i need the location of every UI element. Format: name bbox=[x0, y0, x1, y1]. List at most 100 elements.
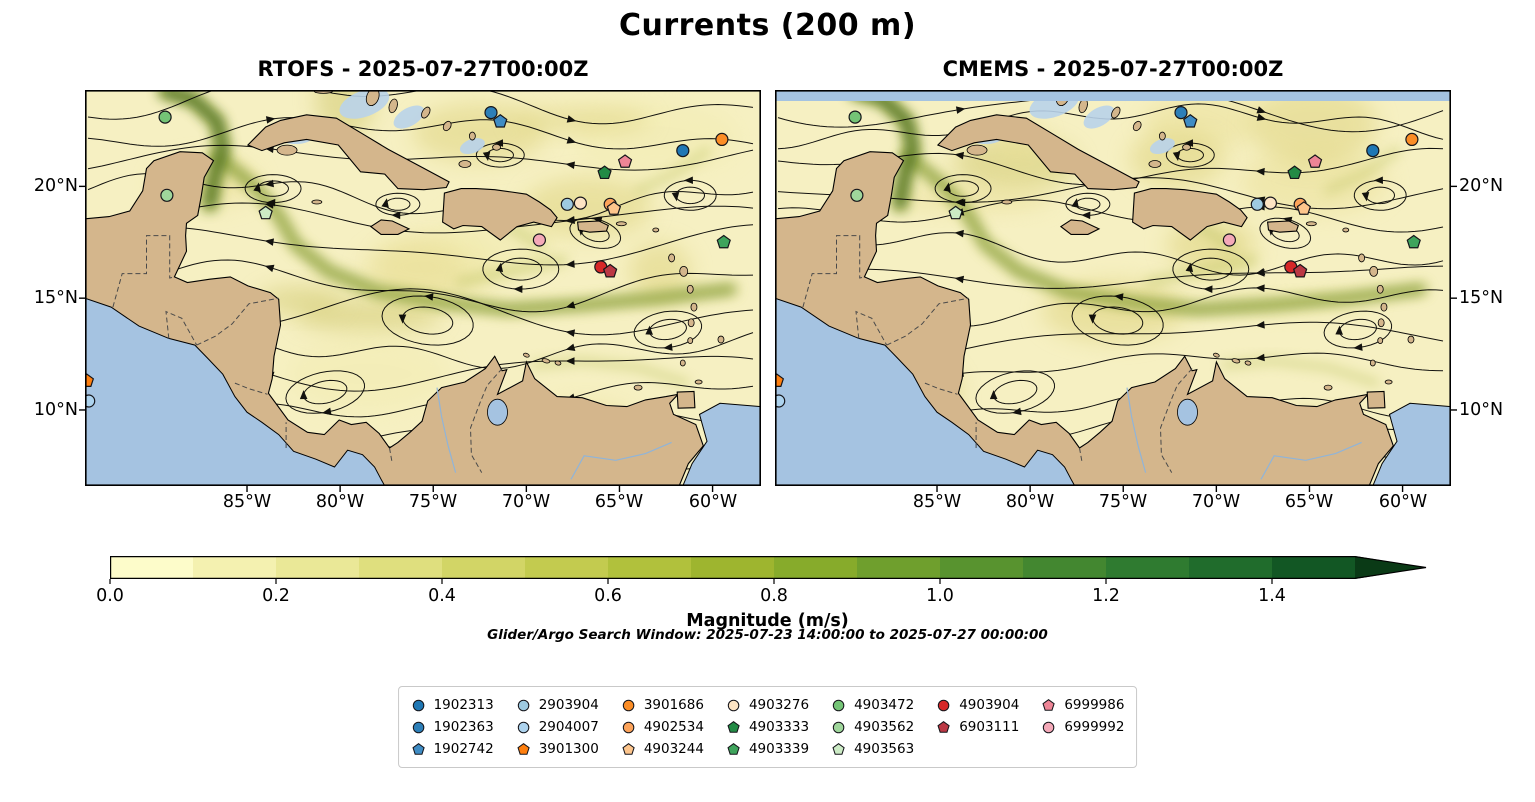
float-marker-4903472 bbox=[848, 110, 862, 124]
legend-entry: 4903563 bbox=[831, 739, 914, 759]
float-circle-marker-icon bbox=[937, 699, 950, 711]
float-marker-6999986 bbox=[617, 154, 633, 168]
legend-entry: 4903276 bbox=[726, 695, 809, 715]
float-circle-marker-icon bbox=[727, 699, 740, 711]
legend-entry-label: 1902742 bbox=[433, 741, 494, 757]
float-circle-marker-icon bbox=[412, 721, 424, 733]
float-marker-4903472 bbox=[158, 110, 172, 124]
x-tick-label: 65°W bbox=[1284, 492, 1334, 512]
legend-entry-label: 4903339 bbox=[748, 741, 810, 757]
legend-entry: 6903111 bbox=[936, 717, 1019, 737]
legend-entry-label: 4903276 bbox=[748, 697, 810, 713]
float-marker-6903111 bbox=[1292, 263, 1308, 278]
y-tick-label: 20°N bbox=[1459, 176, 1504, 196]
y-tick-label: 15°N bbox=[1459, 288, 1504, 308]
float-marker-4903244 bbox=[1296, 201, 1312, 215]
float-circle-marker-icon bbox=[517, 721, 529, 733]
float-marker-3901686 bbox=[1405, 132, 1419, 147]
colorbar-tick-label: 1.4 bbox=[1258, 586, 1286, 606]
legend-entry: 4902534 bbox=[621, 717, 704, 737]
legend-entry-label: 2904007 bbox=[538, 719, 599, 735]
float-circle-marker-icon bbox=[412, 699, 424, 711]
legend-entry-label: 6903111 bbox=[959, 719, 1020, 735]
float-marker-3901300 bbox=[775, 373, 785, 388]
float-marker-1902742 bbox=[1183, 113, 1198, 128]
colorbar-tick-label: 1.0 bbox=[926, 586, 954, 606]
y-tick-label: 10°N bbox=[33, 400, 78, 420]
float-marker-4903244 bbox=[606, 201, 622, 215]
float-pentagon-marker-icon bbox=[727, 742, 740, 755]
float-marker-1902363 bbox=[1174, 106, 1188, 120]
legend-entry-label: 2903904 bbox=[538, 697, 599, 713]
colorbar-tick-label: 1.2 bbox=[1092, 586, 1120, 606]
legend-entry: 6999992 bbox=[1041, 717, 1124, 737]
x-tick-label: 60°W bbox=[688, 492, 738, 512]
x-tick-label: 85°W bbox=[912, 492, 962, 512]
legend-entry-label: 4902534 bbox=[643, 719, 704, 735]
x-tick-label: 80°W bbox=[1005, 492, 1055, 512]
map-cmems bbox=[775, 90, 1457, 492]
float-marker-6903111 bbox=[602, 263, 618, 278]
legend-entry-label: 4903563 bbox=[854, 741, 915, 757]
legend-column: 4903472 4903562 4903563 bbox=[831, 695, 914, 759]
float-marker-6999992 bbox=[1222, 233, 1236, 247]
colorbar-tick-label: 0.0 bbox=[96, 586, 124, 606]
x-tick-label: 75°W bbox=[1098, 492, 1148, 512]
float-marker-4903333 bbox=[597, 165, 612, 180]
legend-entry-label: 3901686 bbox=[643, 697, 704, 713]
legend-entry: 2904007 bbox=[516, 717, 599, 737]
colorbar-tick-label: 0.2 bbox=[262, 586, 290, 606]
float-marker-6999986 bbox=[1307, 154, 1323, 168]
float-pentagon-marker-icon bbox=[832, 742, 845, 755]
float-marker-4903276 bbox=[1263, 196, 1277, 210]
float-marker-2903904 bbox=[560, 197, 574, 211]
float-circle-marker-icon bbox=[832, 699, 845, 711]
panel-title-cmems: CMEMS - 2025-07-27T00:00Z bbox=[942, 57, 1284, 81]
float-pentagon-marker-icon bbox=[1042, 698, 1055, 711]
legend-entry: 4903472 bbox=[831, 695, 914, 715]
legend-column: 2903904 2904007 3901300 bbox=[516, 695, 599, 759]
float-marker-4903339 bbox=[716, 234, 731, 249]
legend-entry: 4903333 bbox=[726, 717, 809, 737]
y-tick-label: 10°N bbox=[1459, 400, 1504, 420]
legend-column: 4903904 6903111 bbox=[936, 695, 1019, 759]
float-marker-1902313 bbox=[1366, 143, 1380, 158]
float-marker-4903276 bbox=[573, 196, 587, 210]
float-circle-marker-icon bbox=[832, 721, 845, 733]
legend-entry-label: 4903244 bbox=[643, 741, 704, 757]
float-circle-marker-icon bbox=[622, 699, 635, 711]
legend-column: 1902313 1902363 1902742 bbox=[411, 695, 494, 759]
legend-column: 4903276 4903333 4903339 bbox=[726, 695, 809, 759]
x-tick-label: 85°W bbox=[222, 492, 272, 512]
legend-entry: 1902363 bbox=[411, 717, 494, 737]
float-marker-1902742 bbox=[493, 113, 508, 128]
legend-entry: 1902742 bbox=[411, 739, 494, 759]
legend-entry: 1902313 bbox=[411, 695, 494, 715]
float-marker-3901686 bbox=[715, 132, 729, 147]
legend-entry: 6999986 bbox=[1041, 695, 1124, 715]
float-pentagon-marker-icon bbox=[517, 742, 530, 755]
colorbar bbox=[109, 556, 1427, 584]
legend-entry: 3901686 bbox=[621, 695, 704, 715]
legend-entry-label: 3901300 bbox=[538, 741, 599, 757]
map-rtofs bbox=[79, 90, 762, 492]
legend-entry-label: 4903472 bbox=[854, 697, 915, 713]
figure-title: Currents (200 m) bbox=[618, 8, 917, 43]
y-tick-label: 15°N bbox=[33, 288, 78, 308]
float-pentagon-marker-icon bbox=[727, 720, 740, 733]
colorbar-tick-label: 0.4 bbox=[428, 586, 456, 606]
legend-entry-label: 6999992 bbox=[1064, 719, 1125, 735]
legend-entry: 4903904 bbox=[936, 695, 1019, 715]
x-tick-label: 65°W bbox=[594, 492, 644, 512]
float-pentagon-marker-icon bbox=[411, 742, 425, 755]
legend-entry-label: 4903562 bbox=[854, 719, 915, 735]
y-tick-label: 20°N bbox=[33, 176, 78, 196]
legend-entry: 3901300 bbox=[516, 739, 599, 759]
float-pentagon-marker-icon bbox=[937, 720, 950, 733]
legend-entry-label: 6999986 bbox=[1064, 697, 1125, 713]
colorbar-label: Magnitude (m/s) bbox=[686, 611, 849, 631]
legend-entry: 4903244 bbox=[621, 739, 704, 759]
colorbar-tick-label: 0.8 bbox=[760, 586, 788, 606]
float-marker-6999992 bbox=[532, 233, 546, 247]
